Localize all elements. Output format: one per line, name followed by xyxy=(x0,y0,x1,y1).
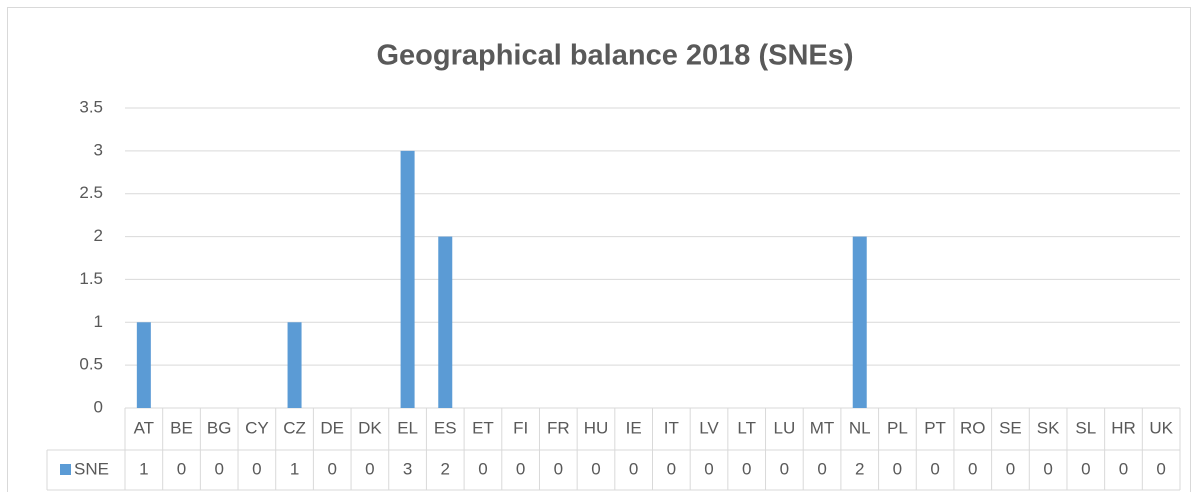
table-value: 0 xyxy=(478,459,487,478)
y-tick-label: 1 xyxy=(94,312,103,331)
bar xyxy=(852,236,867,408)
table-value: 0 xyxy=(252,459,261,478)
x-tick-label: FR xyxy=(547,418,570,437)
table-value: 0 xyxy=(591,459,600,478)
x-tick-label: DE xyxy=(320,418,344,437)
table-value: 1 xyxy=(290,459,299,478)
x-tick-label: ET xyxy=(472,418,494,437)
table-value: 0 xyxy=(780,459,789,478)
x-tick-label: IT xyxy=(664,418,679,437)
x-tick-label: PT xyxy=(924,418,946,437)
x-tick-label: HU xyxy=(584,418,609,437)
x-tick-label: BE xyxy=(170,418,193,437)
table-value: 0 xyxy=(968,459,977,478)
x-tick-label: CZ xyxy=(283,418,306,437)
bar xyxy=(438,236,453,408)
table-value: 0 xyxy=(1156,459,1165,478)
table-value: 2 xyxy=(441,459,450,478)
table-value: 0 xyxy=(817,459,826,478)
x-tick-label: ES xyxy=(434,418,457,437)
bar xyxy=(400,150,415,408)
x-tick-label: SK xyxy=(1037,418,1060,437)
table-value: 0 xyxy=(554,459,563,478)
table-value: 2 xyxy=(855,459,864,478)
x-tick-label: BG xyxy=(207,418,232,437)
table-value: 0 xyxy=(704,459,713,478)
table-value: 0 xyxy=(516,459,525,478)
legend-swatch xyxy=(60,464,71,475)
table-value: 0 xyxy=(667,459,676,478)
x-tick-label: PL xyxy=(887,418,908,437)
x-tick-label: CY xyxy=(245,418,269,437)
y-tick-label: 0 xyxy=(94,397,103,416)
x-tick-label: AT xyxy=(134,418,154,437)
table-value: 0 xyxy=(327,459,336,478)
table-value: 0 xyxy=(629,459,638,478)
x-tick-label: DK xyxy=(358,418,382,437)
x-tick-label: SE xyxy=(999,418,1022,437)
y-tick-label: 2 xyxy=(94,226,103,245)
bar xyxy=(287,322,302,408)
x-tick-label: HR xyxy=(1111,418,1136,437)
table-value: 0 xyxy=(177,459,186,478)
y-tick-label: 1.5 xyxy=(79,269,103,288)
chart-border xyxy=(7,7,1191,492)
x-tick-label: IE xyxy=(626,418,642,437)
x-tick-label: FI xyxy=(513,418,528,437)
x-tick-label: LV xyxy=(699,418,719,437)
y-tick-label: 3.5 xyxy=(79,97,103,116)
x-tick-label: SL xyxy=(1075,418,1096,437)
x-tick-label: LU xyxy=(774,418,796,437)
table-value: 0 xyxy=(1119,459,1128,478)
x-tick-label: EL xyxy=(397,418,418,437)
x-tick-label: LT xyxy=(737,418,756,437)
x-tick-label: RO xyxy=(960,418,986,437)
chart-title: Geographical balance 2018 (SNEs) xyxy=(376,40,853,72)
table-value: 0 xyxy=(742,459,751,478)
table-value: 0 xyxy=(1006,459,1015,478)
legend-label: SNE xyxy=(74,459,109,478)
table-value: 0 xyxy=(930,459,939,478)
x-tick-label: MT xyxy=(810,418,835,437)
table-value: 0 xyxy=(214,459,223,478)
y-tick-label: 2.5 xyxy=(79,183,103,202)
bar xyxy=(136,322,151,408)
table-value: 0 xyxy=(365,459,374,478)
table-value: 0 xyxy=(1081,459,1090,478)
y-tick-label: 3 xyxy=(94,140,103,159)
x-tick-label: NL xyxy=(849,418,871,437)
table-value: 3 xyxy=(403,459,412,478)
table-value: 0 xyxy=(1043,459,1052,478)
table-value: 0 xyxy=(893,459,902,478)
x-tick-label: UK xyxy=(1149,418,1173,437)
table-value: 1 xyxy=(139,459,148,478)
y-tick-label: 0.5 xyxy=(79,355,103,374)
